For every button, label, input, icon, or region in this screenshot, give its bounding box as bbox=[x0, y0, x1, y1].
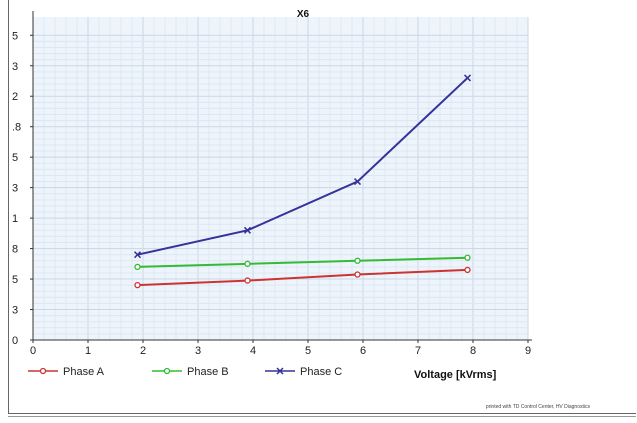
y-tick-label: 5 bbox=[12, 274, 18, 286]
x-tick-label: 4 bbox=[250, 345, 256, 357]
series-line bbox=[137, 268, 468, 287]
y-tick-label: 5 bbox=[12, 30, 18, 42]
x-tick-label: 8 bbox=[470, 345, 476, 357]
x-tick-label: 2 bbox=[140, 345, 146, 357]
series-point bbox=[354, 257, 361, 264]
tick-labels: 0 1 2 3 4 5 6 7 8 9 0 3 5 8 1 3 5 .8 2 3 5 bbox=[12, 30, 531, 357]
y-tick-label: 8 bbox=[12, 244, 18, 256]
y-tick-label: 5 bbox=[12, 152, 18, 164]
y-tick-label: 2 bbox=[12, 91, 18, 103]
legend-swatch-marker bbox=[276, 367, 284, 375]
x-tick-label: 5 bbox=[305, 345, 311, 357]
series-point bbox=[134, 263, 141, 271]
y-tick-label: 0 bbox=[12, 335, 18, 347]
y-tick-label: 3 bbox=[12, 183, 18, 195]
x-tick-label: 1 bbox=[85, 345, 91, 357]
series-point bbox=[133, 251, 142, 259]
frame-left-border bbox=[8, 0, 9, 414]
series-point bbox=[244, 260, 251, 267]
x-tick-label: 9 bbox=[525, 345, 531, 357]
y-tick-label: 3 bbox=[12, 61, 18, 73]
chart-title: X6 bbox=[297, 9, 310, 20]
legend-swatch-marker bbox=[163, 367, 171, 375]
grid-lines bbox=[32, 17, 529, 341]
legend-swatch-marker bbox=[39, 367, 47, 375]
y-tick-label: .8 bbox=[12, 122, 21, 134]
series-line bbox=[137, 256, 468, 268]
frame-bottom-border-inner bbox=[8, 416, 636, 417]
x-tick-label: 0 bbox=[30, 345, 36, 357]
series-point bbox=[243, 226, 252, 234]
x-tick-label: 7 bbox=[415, 345, 421, 357]
legend-label: Phase C bbox=[300, 366, 342, 378]
series-point bbox=[244, 277, 251, 284]
legend: Phase A Phase B Phase C bbox=[28, 366, 342, 378]
series-line bbox=[137, 77, 469, 256]
series-lines bbox=[133, 74, 472, 289]
footer-credit: printed with TD Control Center, HV Diagn… bbox=[486, 404, 591, 410]
legend-label: Phase A bbox=[63, 366, 105, 378]
series-point bbox=[354, 271, 361, 278]
y-tick-label: 3 bbox=[12, 305, 18, 317]
x-axis-label: Voltage [kVrms] bbox=[414, 369, 497, 381]
y-tick-label: 1 bbox=[12, 213, 18, 225]
series-point bbox=[134, 282, 141, 289]
series-point bbox=[463, 74, 472, 82]
series-point bbox=[464, 254, 471, 261]
plot-area bbox=[33, 17, 528, 340]
x-tick-label: 6 bbox=[360, 345, 366, 357]
series-point bbox=[353, 178, 362, 186]
legend-label: Phase B bbox=[187, 366, 229, 378]
x-tick-label: 3 bbox=[195, 345, 201, 357]
frame-bottom-border bbox=[8, 413, 636, 414]
series-point bbox=[464, 266, 471, 274]
